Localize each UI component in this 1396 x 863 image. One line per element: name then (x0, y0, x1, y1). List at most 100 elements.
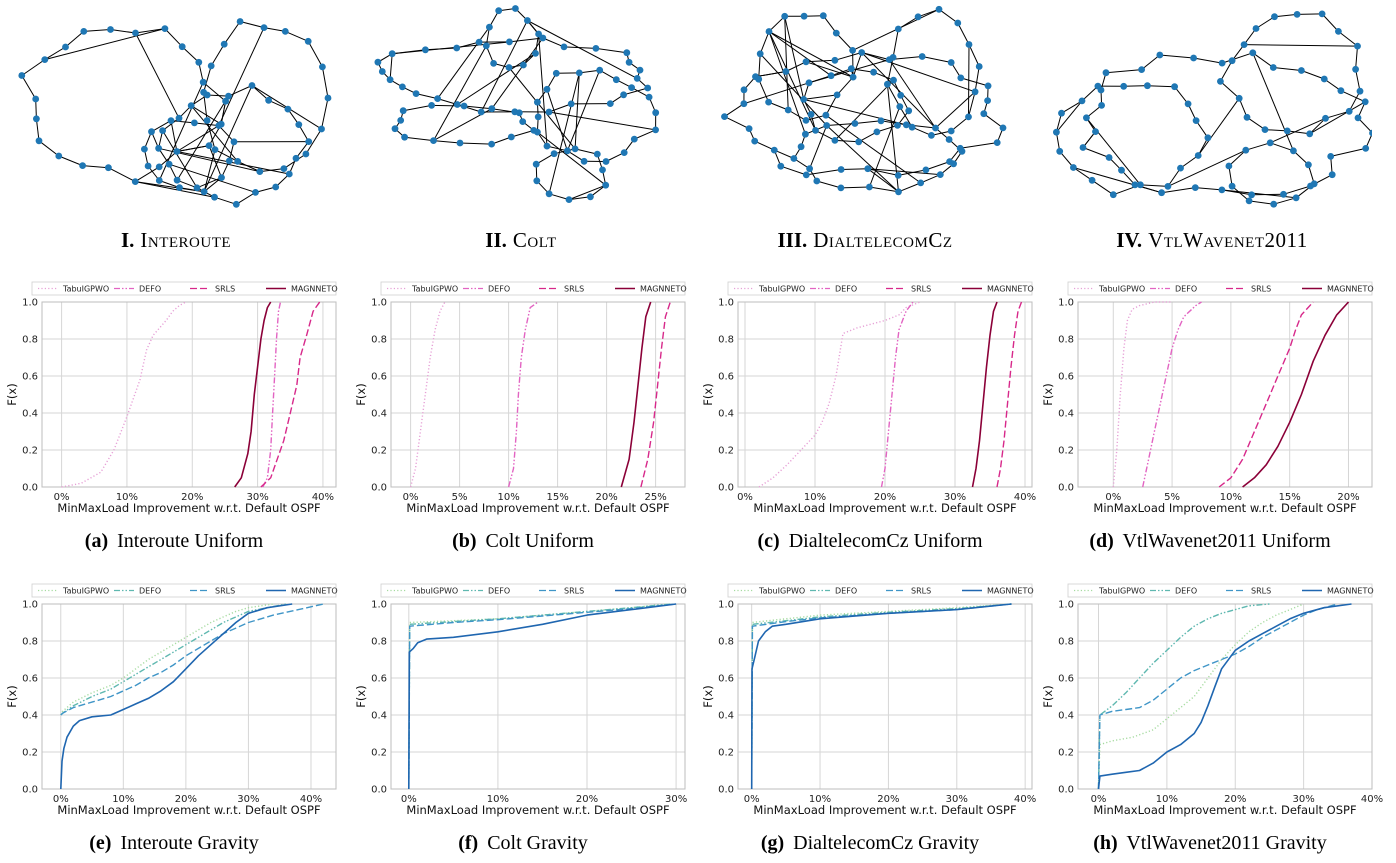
network-node (543, 85, 551, 93)
network-node (304, 37, 312, 45)
network-node (1079, 144, 1087, 151)
network-node (837, 184, 845, 192)
y-tick-label: 0.8 (1058, 637, 1074, 648)
network-link (307, 41, 323, 68)
network-node (894, 25, 902, 33)
network-link (1141, 54, 1161, 70)
network-node (533, 177, 541, 185)
y-tick-label: 0.8 (22, 335, 38, 346)
network-node (1191, 184, 1199, 192)
network-node (602, 158, 610, 165)
panel-title: Colt Uniform (485, 530, 594, 552)
network-link (162, 117, 180, 131)
network-node (890, 76, 897, 84)
y-tick-label: 0.0 (22, 483, 38, 494)
legend-label: DEFO (1175, 587, 1197, 596)
network-node (1171, 83, 1178, 91)
network-node (819, 12, 827, 20)
network-node (545, 108, 553, 116)
network-link (826, 125, 899, 193)
network-link (938, 8, 959, 24)
network-node (975, 63, 983, 70)
legend-label: SRLS (215, 587, 235, 596)
legend-label: DEFO (835, 285, 857, 294)
cdf-chart-d: 0% 5% 10% 15% 20% 0.0 0.2 0.4 0.6 0.8 1.0 MinMaxLoa… (1041, 281, 1374, 515)
network-node (165, 160, 173, 168)
network-link (1274, 13, 1298, 18)
network-link (1161, 187, 1196, 194)
legend-box (380, 583, 686, 598)
network-node (167, 117, 175, 124)
network-node (535, 30, 542, 38)
network-link (392, 41, 510, 55)
network-node (260, 24, 268, 31)
network-node (302, 150, 310, 158)
series-line-magnneto (620, 301, 652, 488)
legend-label: DEFO (139, 285, 161, 294)
network-node (1327, 153, 1335, 160)
network-link (220, 101, 227, 125)
network-node (889, 54, 897, 61)
network-node (532, 50, 539, 57)
network-link (58, 155, 83, 167)
network-node (32, 95, 40, 103)
network-node (1218, 59, 1226, 67)
network-node (205, 142, 213, 150)
y-tick-label: 0.2 (1058, 748, 1074, 759)
x-axis-label: MinMaxLoad Improvement w.r.t. Default OS… (406, 803, 669, 817)
network-node (200, 88, 208, 96)
network-node (1118, 166, 1125, 174)
network-name: Interoute (140, 228, 232, 252)
network-node (823, 122, 831, 129)
network-node (477, 108, 485, 116)
network-link (1228, 149, 1247, 167)
x-tick-label: 30% (944, 492, 966, 503)
network-link (548, 193, 570, 201)
network-node (1235, 94, 1243, 102)
network-node (475, 38, 483, 46)
plot-frame (1077, 301, 1373, 488)
legend-box (380, 281, 686, 296)
network-link (491, 136, 512, 145)
network-node (1056, 147, 1064, 155)
y-tick-label: 0.2 (22, 748, 38, 759)
network-link (852, 50, 854, 78)
network-node (519, 118, 527, 125)
network-link (768, 15, 786, 32)
network-node (958, 147, 966, 155)
network-node (751, 137, 759, 145)
cdf-panel-b: 0% 5% 10% 15% 20% 25% 0.0 0.2 0.4 0.6 0.8 1.0 MinMax… (353, 281, 693, 552)
network-link (759, 53, 828, 126)
network-link (826, 123, 855, 126)
network-node (756, 50, 764, 58)
network-link (206, 120, 216, 150)
x-axis-label: MinMaxLoad Improvement w.r.t. Default OS… (57, 501, 320, 515)
network-node (950, 160, 957, 168)
network-link (840, 186, 870, 189)
network-link (1081, 85, 1099, 102)
colt-topology (374, 5, 660, 204)
network-link (724, 103, 745, 118)
y-axis-label: F(x) (1041, 685, 1055, 707)
network-link (285, 30, 309, 42)
network-link (305, 128, 322, 155)
network-link (834, 139, 859, 143)
network-link (203, 65, 212, 93)
network-link (1167, 167, 1181, 187)
network-node (507, 133, 515, 141)
panel-caption: (c) DialtelecomCz Uniform (700, 530, 1040, 553)
network-link (1348, 90, 1361, 112)
network-node (386, 76, 394, 84)
x-tick-label: 40% (1014, 794, 1036, 805)
network-caption-interoute: I. Interoute (26, 228, 326, 253)
network-link (1105, 69, 1142, 74)
network-node (281, 28, 289, 35)
series-line-tabuigpwo (60, 603, 274, 716)
y-tick-label: 0.4 (718, 409, 734, 420)
y-tick-label: 0.8 (718, 335, 734, 346)
y-tick-label: 0.2 (371, 446, 387, 457)
network-link (974, 66, 980, 92)
network-node (1092, 128, 1099, 135)
network-link (861, 52, 976, 93)
x-tick-label: 20% (877, 794, 899, 805)
